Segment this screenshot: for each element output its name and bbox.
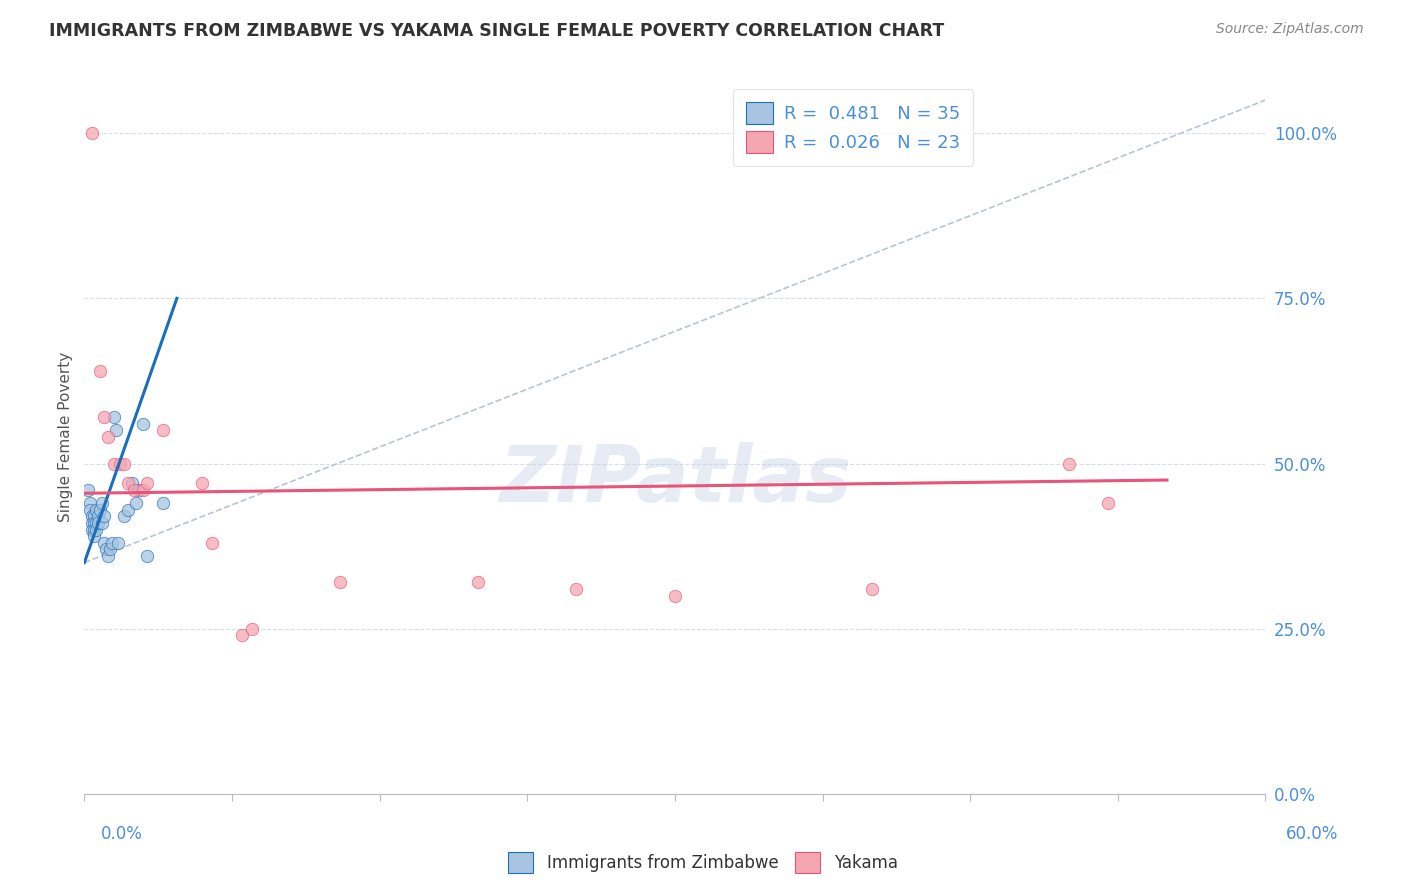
Point — [136, 476, 159, 491]
Point — [87, 516, 110, 530]
Legend: R =  0.481   N = 35, R =  0.026   N = 23: R = 0.481 N = 35, R = 0.026 N = 23 — [734, 89, 973, 166]
Point — [132, 417, 155, 431]
Point — [124, 496, 146, 510]
Point — [108, 457, 131, 471]
Legend: Immigrants from Zimbabwe, Yakama: Immigrants from Zimbabwe, Yakama — [502, 846, 904, 880]
Point — [91, 516, 114, 530]
Point — [84, 502, 107, 516]
Y-axis label: Single Female Poverty: Single Female Poverty — [58, 352, 73, 522]
Point — [467, 575, 489, 590]
Point — [860, 582, 883, 596]
Text: Source: ZipAtlas.com: Source: ZipAtlas.com — [1216, 22, 1364, 37]
Point — [101, 536, 124, 550]
Point — [240, 622, 263, 636]
Point — [79, 502, 101, 516]
Point — [104, 424, 127, 438]
Point — [89, 364, 111, 378]
Point — [87, 509, 110, 524]
Point — [152, 496, 174, 510]
Point — [82, 509, 104, 524]
Point — [231, 628, 253, 642]
Point — [82, 516, 104, 530]
Point — [83, 509, 105, 524]
Point — [117, 502, 139, 516]
Point — [152, 424, 174, 438]
Point — [132, 483, 155, 497]
Point — [82, 126, 104, 140]
Text: ZIPatlas: ZIPatlas — [499, 442, 851, 518]
Point — [191, 476, 214, 491]
Point — [107, 536, 129, 550]
Point — [98, 542, 121, 557]
Point — [103, 410, 125, 425]
Point — [83, 529, 105, 543]
Point — [94, 542, 117, 557]
Point — [97, 430, 120, 444]
Point — [128, 483, 150, 497]
Point — [84, 523, 107, 537]
Point — [93, 410, 115, 425]
Point — [122, 483, 145, 497]
Point — [93, 509, 115, 524]
Point — [93, 536, 115, 550]
Point — [1057, 457, 1080, 471]
Point — [136, 549, 159, 563]
Text: 0.0%: 0.0% — [101, 825, 143, 843]
Point — [117, 476, 139, 491]
Point — [83, 523, 105, 537]
Point — [329, 575, 352, 590]
Point — [83, 516, 105, 530]
Point — [103, 457, 125, 471]
Point — [97, 549, 120, 563]
Point — [82, 523, 104, 537]
Point — [121, 476, 143, 491]
Point — [112, 509, 135, 524]
Point — [91, 496, 114, 510]
Point — [201, 536, 224, 550]
Point — [565, 582, 588, 596]
Point — [112, 457, 135, 471]
Point — [1097, 496, 1119, 510]
Text: IMMIGRANTS FROM ZIMBABWE VS YAKAMA SINGLE FEMALE POVERTY CORRELATION CHART: IMMIGRANTS FROM ZIMBABWE VS YAKAMA SINGL… — [49, 22, 945, 40]
Point — [89, 502, 111, 516]
Point — [664, 589, 686, 603]
Point — [84, 516, 107, 530]
Point — [77, 483, 100, 497]
Point — [79, 496, 101, 510]
Text: 60.0%: 60.0% — [1286, 825, 1339, 843]
